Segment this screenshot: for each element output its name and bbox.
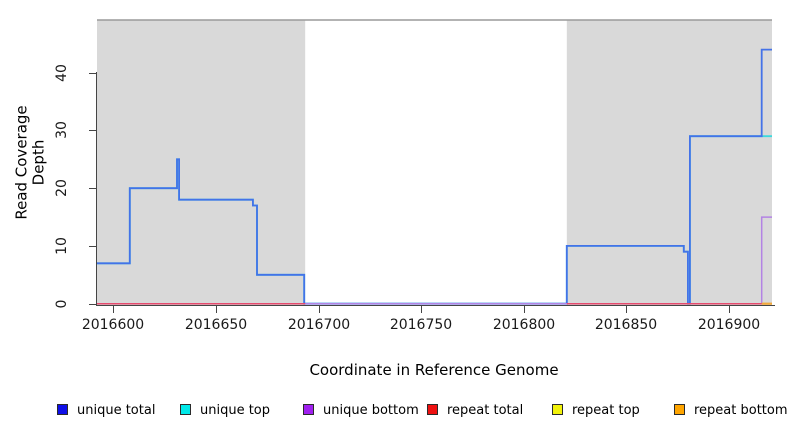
legend-item-unique-bottom: unique bottom [303,400,419,418]
y-tick [89,73,96,74]
legend-swatch-unique-top [180,404,191,415]
legend-label-unique-bottom: unique bottom [323,403,419,418]
x-tick [216,306,217,313]
x-tick-label: 2016750 [389,317,453,333]
legend-label-repeat-bottom: repeat bottom [694,403,788,418]
plot-canvas [97,19,772,306]
legend-label-repeat-top: repeat top [572,403,640,418]
legend-swatch-unique-total [57,404,68,415]
x-tick-label: 2016700 [287,317,351,333]
x-tick-label: 2016600 [81,317,145,333]
y-tick-label: 0 [54,299,70,309]
y-tick [89,130,96,131]
x-axis-title: Coordinate in Reference Genome [309,361,559,379]
y-axis-line [96,72,97,306]
x-tick-label: 2016900 [697,317,761,333]
y-tick [89,188,96,189]
plot-area [97,19,772,306]
x-tick-label: 2016800 [492,317,556,333]
y-tick [89,246,96,247]
legend-item-repeat-bottom: repeat bottom [674,400,788,418]
x-tick [319,306,320,313]
y-tick-label: 10 [54,237,70,255]
legend-item-unique-top: unique top [180,400,271,418]
x-tick [113,306,114,313]
y-tick-label: 30 [54,121,70,139]
y-tick-label: 20 [54,179,70,197]
legend-item-repeat-top: repeat top [552,400,640,418]
x-tick [729,306,730,313]
repeat-region-shading-0 [97,20,306,306]
x-tick-label: 2016850 [594,317,658,333]
legend-label-unique-top: unique top [200,403,271,418]
legend-swatch-repeat-total [427,404,438,415]
series-line-unique-total [97,48,772,305]
legend-swatch-repeat-bottom [674,404,685,415]
legend-item-repeat-total: repeat total [427,400,524,418]
x-tick [626,306,627,313]
series-line-unique-bottom [97,216,772,305]
legend-item-unique-total: unique total [57,400,156,418]
repeat-region-shading-1 [566,20,772,306]
y-tick [89,304,96,305]
legend-swatch-unique-bottom [303,404,314,415]
legend-label-unique-total: unique total [77,403,156,418]
y-tick-label: 40 [54,64,70,82]
y-axis-title: Read Coverage Depth [12,105,48,220]
x-tick [524,306,525,313]
x-axis-line [96,305,775,306]
legend-swatch-repeat-top [552,404,563,415]
legend-label-repeat-total: repeat total [447,403,524,418]
x-tick [421,306,422,313]
x-tick-label: 2016650 [184,317,248,333]
